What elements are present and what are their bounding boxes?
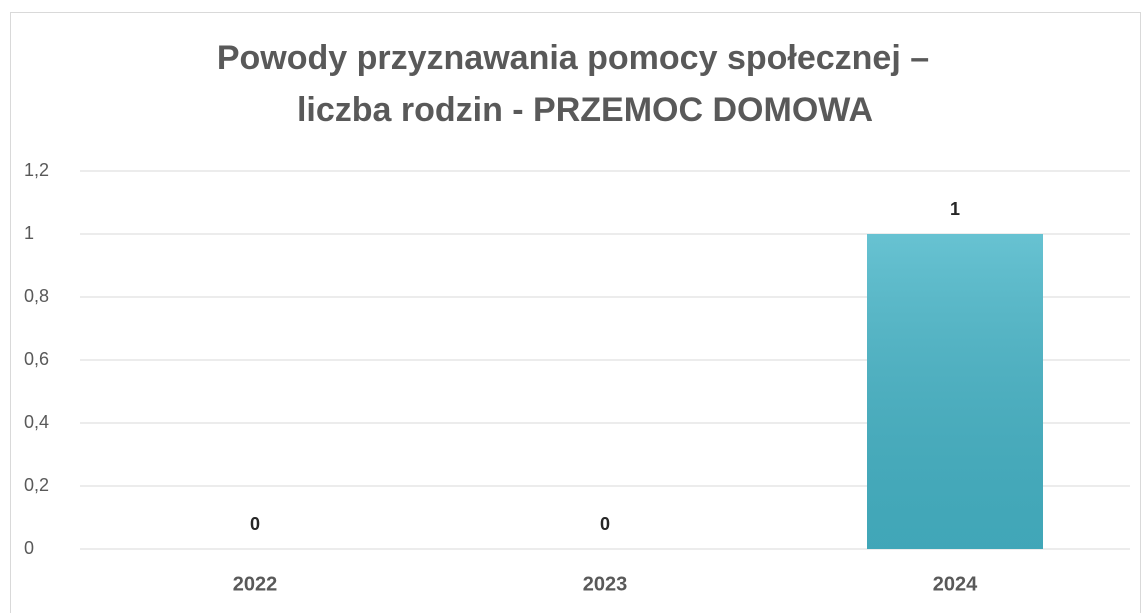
x-tick-label: 2023	[583, 573, 628, 595]
y-tick-label: 1	[24, 223, 34, 243]
data-label: 0	[600, 514, 610, 534]
chart-title: liczba rodzin - PRZEMOC DOMOWA	[297, 91, 873, 129]
x-tick-label: 2024	[933, 573, 978, 595]
y-tick-label: 0	[24, 538, 34, 558]
x-tick-label: 2022	[233, 573, 278, 595]
y-tick-label: 0,8	[24, 286, 49, 306]
y-tick-label: 1,2	[24, 160, 49, 180]
chart-title: Powody przyznawania pomocy społecznej –	[217, 39, 929, 77]
y-tick-label: 0,4	[24, 412, 49, 432]
y-tick-label: 0,2	[24, 475, 49, 495]
bar-shade	[867, 234, 1043, 549]
y-tick-label: 0,6	[24, 349, 49, 369]
data-label: 0	[250, 514, 260, 534]
data-label: 1	[950, 199, 960, 219]
